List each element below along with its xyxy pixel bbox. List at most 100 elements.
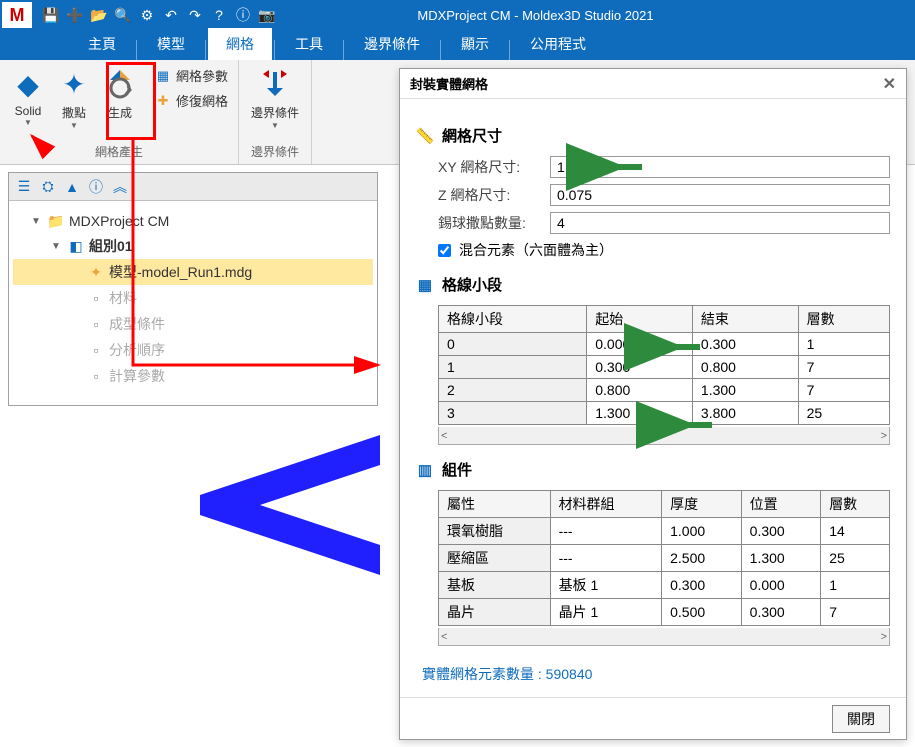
components-table[interactable]: 屬性材料群組厚度位置層數環氧樹脂---1.0000.30014壓縮區---2.5… (438, 490, 890, 626)
seed-label: 撒點 (62, 104, 86, 121)
table-cell: 0.800 (692, 356, 798, 379)
info-icon[interactable]: ⓘ (87, 178, 105, 196)
new-icon[interactable]: ➕ (66, 6, 84, 24)
table-header: 層數 (798, 306, 889, 333)
collapse-icon[interactable]: ︽ (111, 178, 129, 196)
repair-icon: ✚ (154, 92, 172, 110)
table-cell: 7 (821, 599, 890, 626)
tree-icon[interactable]: ⛭ (39, 178, 57, 196)
table-header: 屬性 (439, 491, 551, 518)
dropdown-icon: ▼ (271, 121, 279, 130)
element-count-text: 實體網格元素數量 : 590840 (422, 664, 890, 684)
xy-mesh-row: XY 網格尺寸: (438, 156, 890, 178)
dropdown-icon: ▼ (70, 121, 78, 130)
z-mesh-row: Z 網格尺寸: (438, 184, 890, 206)
tree-node[interactable]: ▫計算參數 (13, 363, 373, 389)
table-cell: 0.300 (741, 599, 821, 626)
table-cell: 25 (798, 402, 889, 425)
repair-mesh-label: 修復網格 (176, 91, 228, 110)
separator (343, 40, 344, 60)
undo-icon[interactable]: ↶ (162, 6, 180, 24)
ribbon-group-mesh-gen: ◆ Solid ▼ ✦ 撒點 ▼ 生成 ▦ 網格參數 (0, 60, 239, 164)
table-cell: 0 (439, 333, 587, 356)
table-row[interactable]: 10.3000.8007 (439, 356, 890, 379)
section-mesh-size: 📏 網格尺寸 (416, 125, 890, 146)
table-cell: 7 (798, 356, 889, 379)
table-row[interactable]: 基板基板 10.3000.0001 (439, 572, 890, 599)
tree-node[interactable]: ✦模型-model_Run1.mdg (13, 259, 373, 285)
ruler-icon: 📏 (416, 127, 434, 145)
table-row[interactable]: 31.3003.80025 (439, 402, 890, 425)
table-cell: 1.300 (692, 379, 798, 402)
tab-display[interactable]: 顯示 (443, 28, 507, 60)
redo-icon[interactable]: ↷ (186, 6, 204, 24)
open-icon[interactable]: 📂 (90, 6, 108, 24)
tree-node[interactable]: ▫材料 (13, 285, 373, 311)
solid-label: Solid (15, 104, 42, 118)
mesh-params-button[interactable]: ▦ 網格參數 (150, 64, 232, 87)
tree-body: ▼📁MDXProject CM▼◧組別01✦模型-model_Run1.mdg▫… (9, 201, 377, 405)
tab-home[interactable]: 主頁 (70, 28, 134, 60)
settings-icon[interactable]: ⚙ (138, 6, 156, 24)
table-scrollbar[interactable]: <> (438, 628, 890, 646)
table-row[interactable]: 環氧樹脂---1.0000.30014 (439, 518, 890, 545)
separator (440, 40, 441, 60)
close-button[interactable]: 關閉 (832, 705, 890, 733)
table-cell: --- (550, 545, 662, 572)
ribbon-group-label: 邊界條件 (245, 141, 305, 162)
quick-access-toolbar: 💾 ➕ 📂 🔍 ⚙ ↶ ↷ ? ⓘ 📷 (42, 6, 276, 24)
solid-button[interactable]: ◆ Solid ▼ (6, 64, 50, 141)
attach-icon[interactable]: 🔍 (114, 6, 132, 24)
params-icon: ▦ (154, 67, 172, 85)
table-row[interactable]: 晶片晶片 10.5000.3007 (439, 599, 890, 626)
xy-mesh-input[interactable] (550, 156, 890, 178)
seed-button[interactable]: ✦ 撒點 ▼ (52, 64, 96, 141)
table-cell: 0.300 (741, 518, 821, 545)
table-header: 厚度 (662, 491, 742, 518)
bc-button[interactable]: 邊界條件 ▼ (245, 64, 305, 141)
project-tree-panel: ☰ ⛭ ▲ ⓘ ︽ ▼📁MDXProject CM▼◧組別01✦模型-model… (8, 172, 378, 406)
ball-input[interactable] (550, 212, 890, 234)
tab-bc[interactable]: 邊界條件 (346, 28, 438, 60)
mesh-settings-panel: 封裝實體網格 ✕ 📏 網格尺寸 XY 網格尺寸: Z 網格尺寸: 錫球撒點數量:… (399, 68, 907, 740)
table-cell: 0.300 (587, 356, 693, 379)
tab-utilities[interactable]: 公用程式 (512, 28, 604, 60)
tree-node[interactable]: ▫成型條件 (13, 311, 373, 337)
table-row[interactable]: 20.8001.3007 (439, 379, 890, 402)
panel-body: 📏 網格尺寸 XY 網格尺寸: Z 網格尺寸: 錫球撒點數量: 混合元素（六面體… (400, 99, 906, 697)
filter-icon[interactable]: ▲ (63, 178, 81, 196)
section-header-text: 格線小段 (442, 274, 502, 295)
table-cell: 1 (821, 572, 890, 599)
info-icon[interactable]: ⓘ (234, 6, 252, 24)
camera-icon[interactable]: 📷 (258, 6, 276, 24)
grid-segments-table[interactable]: 格線小段起始結束層數00.0000.300110.3000.800720.800… (438, 305, 890, 425)
list-icon[interactable]: ☰ (15, 178, 33, 196)
tree-node[interactable]: ▼◧組別01 (13, 233, 373, 259)
tab-model[interactable]: 模型 (139, 28, 203, 60)
tree-node[interactable]: ▼📁MDXProject CM (13, 209, 373, 233)
table-row[interactable]: 壓縮區---2.5001.30025 (439, 545, 890, 572)
tree-node[interactable]: ▫分析順序 (13, 337, 373, 363)
tab-mesh[interactable]: 網格 (208, 28, 272, 60)
mesh-params-label: 網格參數 (176, 66, 228, 85)
table-cell: 3.800 (692, 402, 798, 425)
dropdown-icon: ▼ (24, 118, 32, 127)
help-icon[interactable]: ? (210, 6, 228, 24)
table-cell: 1.300 (741, 545, 821, 572)
table-cell: 2.500 (662, 545, 742, 572)
table-scrollbar[interactable]: <> (438, 427, 890, 445)
section-header-text: 網格尺寸 (442, 125, 502, 146)
table-row[interactable]: 00.0000.3001 (439, 333, 890, 356)
generate-button[interactable]: 生成 (98, 64, 142, 141)
tab-tools[interactable]: 工具 (277, 28, 341, 60)
table-header: 結束 (692, 306, 798, 333)
table-header: 材料群組 (550, 491, 662, 518)
separator (509, 40, 510, 60)
save-icon[interactable]: 💾 (42, 6, 60, 24)
table-cell: 1.300 (587, 402, 693, 425)
repair-mesh-button[interactable]: ✚ 修復網格 (150, 89, 232, 112)
section-header-text: 組件 (442, 459, 472, 480)
close-icon[interactable]: ✕ (883, 74, 896, 94)
mixed-elements-checkbox[interactable] (438, 244, 451, 257)
z-mesh-input[interactable] (550, 184, 890, 206)
